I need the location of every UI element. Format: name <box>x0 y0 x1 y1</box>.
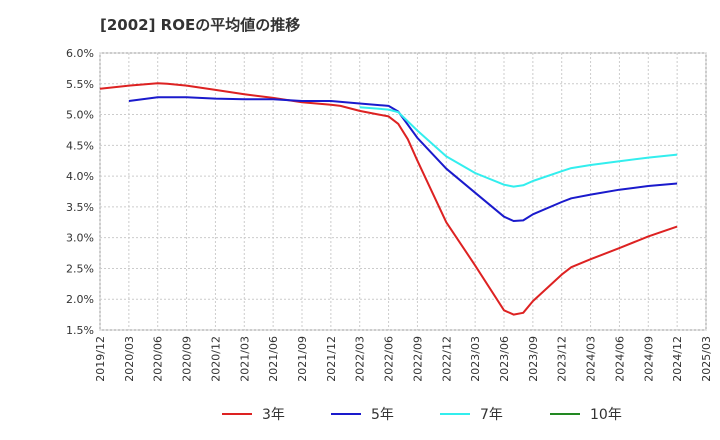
x-tick-label: 2022/12 <box>440 336 453 382</box>
plot-area <box>99 52 707 331</box>
chart-title: [2002] ROEの平均値の推移 <box>100 16 301 34</box>
series-line <box>128 96 678 222</box>
x-tick-label: 2020/12 <box>209 336 222 382</box>
legend-label: 3年 <box>262 407 285 423</box>
x-tick-label: 2024/09 <box>642 336 655 382</box>
x-tick-label: 2021/06 <box>267 336 280 382</box>
x-tick-label: 2024/06 <box>613 336 626 382</box>
x-tick-label: 2020/09 <box>181 336 194 382</box>
y-tick-label: 5.0% <box>66 109 94 122</box>
x-tick-label: 2024/12 <box>671 336 684 382</box>
x-tick-label: 2024/03 <box>585 336 598 382</box>
x-tick-label: 2023/03 <box>469 336 482 382</box>
y-axis-ticks: 1.5% 2.0% 2.5% 3.0% 3.5% 4.0% 4.5% 5.0% 5.5% 6.0% <box>66 47 94 337</box>
legend: 3年 5年 7年 10年 <box>222 407 622 423</box>
x-tick-label: 2022/03 <box>354 336 367 382</box>
y-tick-label: 2.5% <box>66 262 94 275</box>
y-tick-label: 6.0% <box>66 47 94 60</box>
legend-label: 5年 <box>371 407 394 423</box>
series-line <box>359 106 678 188</box>
x-tick-label: 2021/03 <box>238 336 251 382</box>
gridlines <box>99 52 707 331</box>
y-tick-label: 5.5% <box>66 78 94 91</box>
x-tick-label: 2022/09 <box>411 336 424 382</box>
x-tick-label: 2025/03 <box>700 336 713 382</box>
x-tick-label: 2021/12 <box>325 336 338 382</box>
x-tick-label: 2023/06 <box>498 336 511 382</box>
legend-label: 10年 <box>590 407 622 423</box>
x-tick-label: 2022/06 <box>383 336 396 382</box>
x-tick-label: 2023/12 <box>556 336 569 382</box>
y-tick-label: 4.0% <box>66 170 94 183</box>
x-tick-label: 2020/06 <box>152 336 165 382</box>
y-tick-label: 3.0% <box>66 232 94 245</box>
series-lines <box>99 82 678 316</box>
x-tick-label: 2021/09 <box>296 336 309 382</box>
x-axis-ticks: 2019/12 2020/03 2020/06 2020/09 2020/12 2021/… <box>94 336 713 382</box>
x-tick-label: 2023/09 <box>527 336 540 382</box>
y-tick-label: 4.5% <box>66 139 94 152</box>
legend-label: 7年 <box>480 407 503 423</box>
x-tick-label: 2020/03 <box>123 336 136 382</box>
x-tick-label: 2019/12 <box>94 336 107 382</box>
series-line <box>99 82 678 316</box>
y-tick-label: 2.0% <box>66 293 94 306</box>
y-tick-label: 3.5% <box>66 201 94 214</box>
y-tick-label: 1.5% <box>66 324 94 337</box>
